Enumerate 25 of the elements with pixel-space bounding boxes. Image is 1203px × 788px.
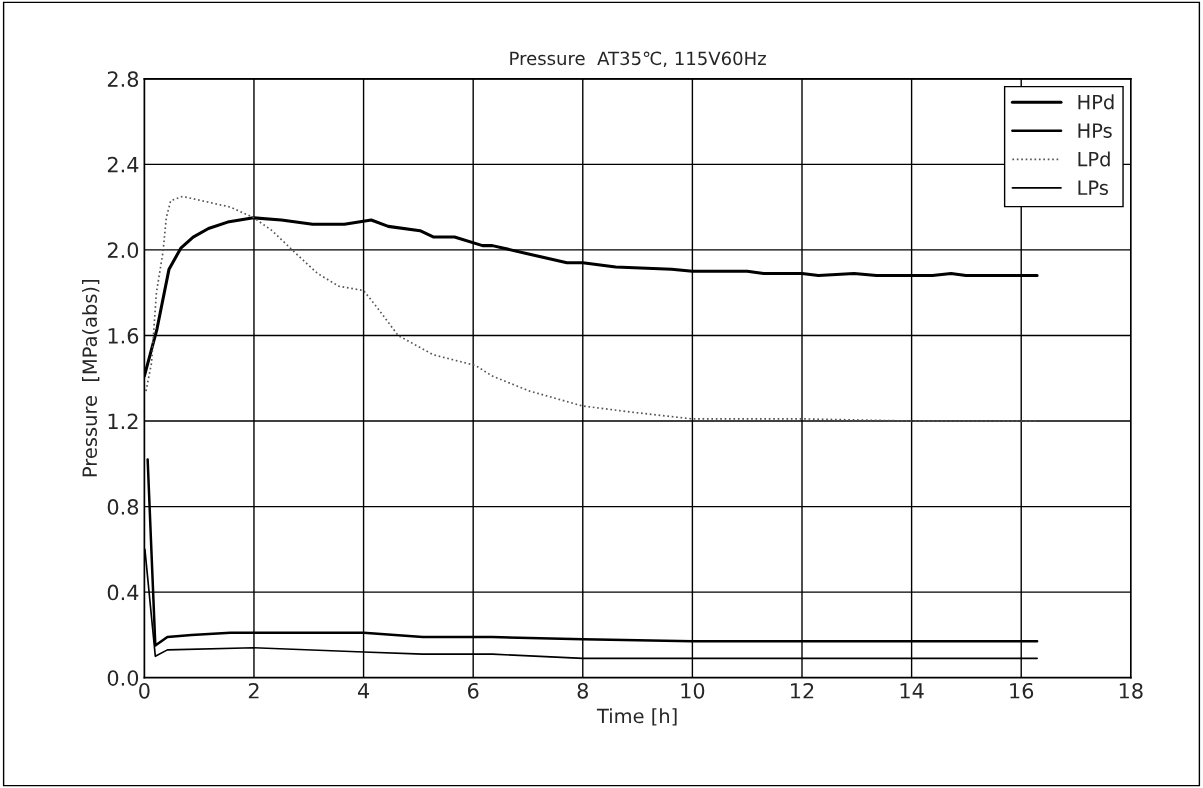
legend-label: LPs bbox=[1078, 180, 1108, 196]
x-tick-label: 12 bbox=[791, 682, 814, 699]
x-tick-label: 6 bbox=[468, 682, 479, 699]
legend-label: LPd bbox=[1078, 151, 1110, 167]
x-tick-label: 4 bbox=[357, 683, 370, 699]
y-axis-title: Pressure [MPa(abs)] bbox=[81, 280, 100, 477]
x-tick-label: 18 bbox=[1119, 682, 1143, 699]
x-tick-label: 16 bbox=[1010, 682, 1034, 699]
y-tick-label: 0.4 bbox=[107, 584, 139, 601]
x-tick-label: 8 bbox=[577, 682, 588, 699]
legend-label: HPd bbox=[1078, 94, 1114, 110]
y-tick-label: 0.8 bbox=[107, 499, 139, 515]
x-tick-label: 0 bbox=[139, 682, 150, 699]
y-tick-label: 2.4 bbox=[107, 156, 139, 173]
y-tick-label: 0.0 bbox=[107, 670, 139, 686]
y-tick-label: 2.0 bbox=[107, 242, 139, 259]
y-tick-label: 1.2 bbox=[108, 413, 138, 429]
x-axis-title: Time [h] bbox=[596, 708, 677, 726]
y-tick-label: 2.8 bbox=[107, 71, 139, 88]
x-tick-label: 2 bbox=[248, 682, 259, 699]
x-tick-label: 10 bbox=[681, 682, 705, 699]
y-tick-label: 1.6 bbox=[108, 327, 139, 344]
x-tick-label: 14 bbox=[900, 683, 924, 699]
chart-title: Pressure AT35℃, 115V60Hz bbox=[510, 51, 766, 68]
legend-label: HPs bbox=[1078, 123, 1112, 138]
